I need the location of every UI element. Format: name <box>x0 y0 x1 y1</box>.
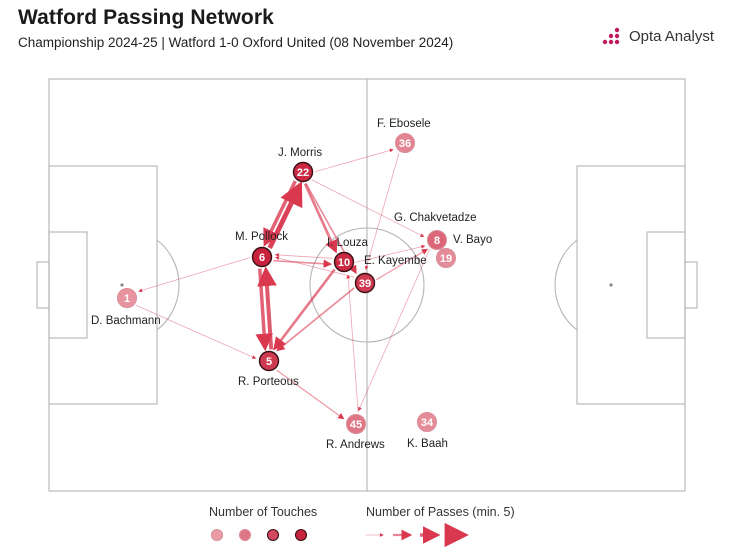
player-name-label: M. Pollock <box>235 231 288 243</box>
player-number: 36 <box>399 138 411 150</box>
left-goal <box>36 261 50 309</box>
player-node-6: 6 M. Pollock <box>235 231 288 268</box>
legend-touch-circle <box>266 528 280 542</box>
right-penalty-spot <box>609 283 613 287</box>
player-name-label: F. Ebosele <box>377 118 431 130</box>
legend: Number of Touches Number of Passes (min.… <box>209 505 515 548</box>
brand-name: Opta Analyst <box>628 27 714 45</box>
player-node-5: 5 R. Porteous <box>238 350 299 388</box>
pass-edge-8-to-45 <box>358 249 430 412</box>
page-subtitle: Championship 2024-25 | Watford 1-0 Oxfor… <box>18 35 454 50</box>
player-node-circle <box>417 412 437 432</box>
player-number: 45 <box>350 419 362 431</box>
player-name-label: K. Baah <box>407 438 448 450</box>
pass-edge-5-to-6 <box>257 266 277 350</box>
legend-touches-label: Number of Touches <box>209 505 317 519</box>
right-six-yard-box <box>646 231 686 339</box>
pass-edge-36-to-39 <box>364 153 400 270</box>
pass-edge-5-to-45 <box>276 369 345 420</box>
player-node-45: 45 R. Andrews <box>326 414 385 451</box>
player-number: 22 <box>297 167 309 179</box>
player-name-label: I. Louza <box>327 237 369 249</box>
player-nodes: 1 D. Bachmann 22 J. Morris 6 M. Pollock 10 I. L… <box>91 118 492 451</box>
pass-edge-39-to-5 <box>276 287 355 352</box>
player-node-circle <box>395 133 415 153</box>
player-node-circle <box>436 248 456 268</box>
left-penalty-arc <box>156 239 180 331</box>
player-node-22: 22 J. Morris <box>278 147 322 183</box>
legend-touch-circle <box>238 528 252 542</box>
player-node-1: 1 D. Bachmann <box>91 288 161 327</box>
player-node-34: 34 K. Baah <box>407 412 448 450</box>
player-number: 34 <box>421 417 434 429</box>
player-node-circle <box>117 288 137 308</box>
pass-edge-10-to-5 <box>273 268 336 351</box>
pass-edge-22-to-10 <box>303 183 338 254</box>
player-number: 10 <box>338 257 350 269</box>
right-penalty-box <box>576 165 686 405</box>
player-name-label: R. Andrews <box>326 439 385 451</box>
page-title: Watford Passing Network <box>18 6 274 29</box>
player-node-circle <box>251 246 273 268</box>
legend-touch-circles <box>210 528 308 542</box>
player-name-label: D. Bachmann <box>91 315 161 327</box>
player-number: 39 <box>359 278 371 290</box>
left-penalty-box <box>48 165 158 405</box>
left-penalty-spot <box>120 283 124 287</box>
pass-edge-22-to-36 <box>314 148 394 173</box>
player-node-circle <box>258 350 280 372</box>
player-name-label: E. Kayembe <box>364 255 427 267</box>
pass-edges <box>136 148 430 420</box>
legend-touch-circle <box>294 528 308 542</box>
opta-dots-logo-icon <box>602 27 620 45</box>
pass-edge-1-to-5 <box>136 305 257 359</box>
player-name-label: R. Porteous <box>238 376 299 388</box>
player-number: 19 <box>440 253 452 265</box>
player-node-circle <box>292 161 314 183</box>
player-number: 1 <box>124 293 130 305</box>
centre-circle <box>309 227 425 343</box>
right-penalty-arc <box>554 239 578 331</box>
pass-edge-6-to-1 <box>138 257 251 293</box>
pass-edge-45-to-10 <box>346 274 359 413</box>
right-goal <box>684 261 698 309</box>
pass-edge-39-to-8 <box>376 248 429 281</box>
pass-edge-22-to-6 <box>263 180 297 247</box>
player-node-10: 10 I. Louza <box>327 237 369 273</box>
player-name-label: V. Bayo <box>453 234 492 246</box>
player-node-circle <box>346 414 366 434</box>
pass-edge-10-to-8 <box>355 244 426 263</box>
player-node-39: 39 E. Kayembe <box>354 255 427 294</box>
player-node-8: 8 V. Bayo <box>427 230 492 250</box>
player-number: 8 <box>434 235 440 247</box>
player-node-circle <box>427 230 447 250</box>
legend-passes-label: Number of Passes (min. 5) <box>366 505 515 519</box>
player-node-19: 19 G. Chakvetadze <box>394 212 476 268</box>
player-node-36: 36 F. Ebosele <box>377 118 431 153</box>
player-name-label: G. Chakvetadze <box>394 212 476 224</box>
pitch-markings <box>36 78 698 492</box>
pass-edge-6-to-10 <box>273 259 333 269</box>
legend-touch-circle <box>210 528 224 542</box>
pass-edge-10-to-6 <box>274 253 333 259</box>
brand: Opta Analyst <box>602 27 714 45</box>
pass-edge-39-to-6 <box>275 256 355 278</box>
left-six-yard-box <box>48 231 88 339</box>
player-name-label: J. Morris <box>278 147 322 159</box>
player-number: 5 <box>266 356 272 368</box>
player-node-circle <box>333 251 355 273</box>
player-number: 6 <box>259 252 265 264</box>
pass-edge-6-to-5 <box>255 268 273 352</box>
pass-edge-22-to-8 <box>311 179 425 237</box>
player-node-circle <box>354 272 376 294</box>
